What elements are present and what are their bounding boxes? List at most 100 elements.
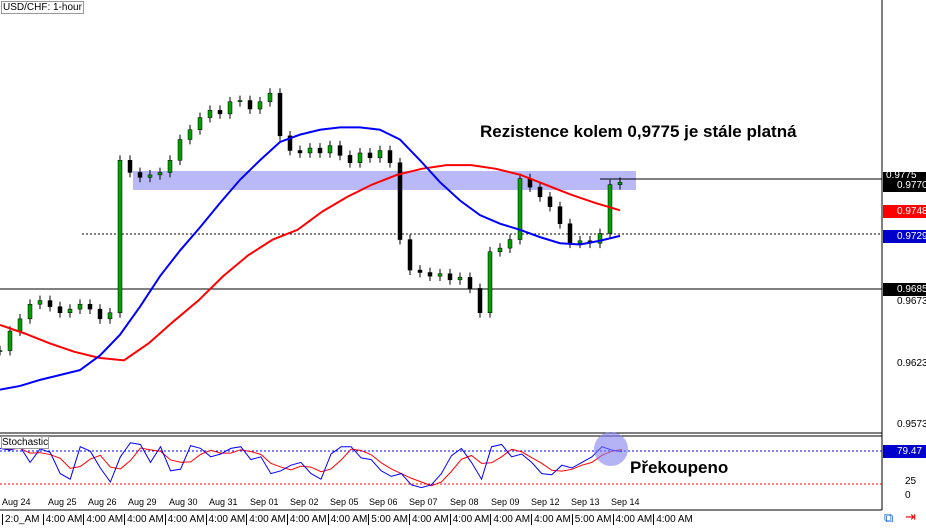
ytick: 0.9673	[897, 296, 926, 307]
candle-body	[337, 145, 343, 156]
candles	[0, 88, 623, 356]
price-tag-0.9770: 0.9770	[883, 179, 926, 192]
candle-body	[237, 100, 243, 102]
candle-body	[507, 239, 513, 249]
candle-body	[307, 147, 313, 154]
date-label: Aug 30	[169, 497, 198, 507]
time-label: 4:00 AM	[490, 514, 530, 525]
time-label: 4:00 AM	[327, 514, 367, 525]
date-label: Sep 02	[290, 497, 319, 507]
candle-body	[97, 308, 103, 320]
candle-body	[107, 312, 113, 320]
time-label: 4:00 AM	[164, 514, 205, 525]
candle-body	[417, 269, 423, 273]
candle-body	[37, 300, 43, 305]
date-label: Sep 14	[611, 497, 640, 507]
candle-body	[537, 186, 543, 198]
date-label: Sep 08	[450, 497, 479, 507]
candle-body	[347, 155, 353, 163]
candle-body	[327, 145, 333, 154]
time-label: 4:00 AM	[531, 514, 571, 525]
stoch-k-line	[0, 442, 623, 489]
time-label: 4:00 AM	[42, 514, 82, 525]
candle-body	[137, 172, 143, 178]
date-label: Aug 24	[2, 497, 31, 507]
candle-body	[397, 162, 403, 240]
candle-body	[427, 272, 433, 277]
candle-body	[437, 273, 443, 277]
overbought-highlight	[594, 432, 628, 466]
candle-body	[617, 181, 623, 185]
time-label: 5:00 AM	[368, 514, 408, 525]
date-label: Sep 05	[330, 497, 359, 507]
time-label: 4:00 AM	[83, 514, 123, 525]
time-label: 4:00 AM	[205, 514, 245, 525]
stoch-level-25: 25	[905, 476, 917, 487]
time-label: 4:00 AM	[653, 514, 693, 525]
annotation-overbought: Překoupeno	[630, 458, 729, 477]
ma-fast-line	[0, 126, 621, 391]
scroll-to-end-icon[interactable]: ⇥	[905, 509, 916, 524]
ma-slow-line	[0, 164, 621, 362]
candle-body	[547, 196, 553, 207]
sync-icon[interactable]: ⧉	[884, 510, 894, 525]
date-label: Aug 26	[88, 497, 117, 507]
candle-body	[257, 101, 263, 110]
time-label: 4:00 AM	[286, 514, 327, 525]
candle-body	[0, 350, 3, 352]
candle-body	[147, 174, 153, 178]
price-tag-0.9685: 0.9685	[883, 283, 926, 296]
date-label: Sep 13	[571, 497, 600, 507]
candle-body	[157, 172, 163, 176]
candle-body	[387, 150, 393, 163]
price-tag-0.9748: 0.9748	[883, 205, 926, 218]
candle-body	[357, 152, 363, 163]
time-label: 4:00 AM	[612, 514, 652, 525]
time-label: 4:00 AM	[409, 514, 449, 525]
candle-body	[17, 318, 23, 332]
time-label: 2:0_AM	[2, 514, 39, 525]
time-label: 4:00 AM	[449, 514, 489, 525]
candle-body	[367, 152, 373, 159]
candle-body	[227, 101, 233, 115]
candle-body	[607, 184, 613, 234]
candle-body	[477, 288, 483, 314]
time-label: 4:00 AM	[124, 514, 164, 525]
date-label: Sep 07	[409, 497, 438, 507]
candle-body	[377, 150, 383, 159]
candle-body	[577, 240, 583, 244]
stoch-label: Stochastic	[1, 436, 50, 449]
candle-body	[217, 109, 223, 115]
candle-body	[297, 150, 303, 154]
candle-body	[267, 92, 273, 102]
candle-body	[197, 117, 203, 131]
annotation-resistance: Rezistence kolem 0,9775 je stále platná	[480, 122, 797, 141]
candle-body	[597, 233, 603, 244]
stoch-d-line	[0, 447, 623, 487]
time-label: 5:00 AM	[571, 514, 612, 525]
ytick: 0.9623	[897, 358, 926, 369]
candle-body	[317, 147, 323, 154]
candle-body	[187, 129, 193, 140]
candle-body	[167, 160, 173, 173]
candle-body	[117, 160, 123, 314]
stoch-value-tag: 79.47	[883, 445, 926, 458]
date-label: Sep 06	[369, 497, 398, 507]
candle-body	[457, 277, 463, 281]
candle-body	[287, 135, 293, 151]
candle-body	[47, 300, 53, 307]
time-label: 4:00 AM	[246, 514, 286, 525]
candle-body	[207, 109, 213, 118]
candle-body	[27, 303, 33, 320]
candle-body	[497, 247, 503, 253]
candle-body	[277, 92, 283, 137]
candle-body	[57, 306, 63, 314]
candle-body	[557, 206, 563, 224]
price-tag-0.9775: 0.9775	[883, 172, 926, 180]
candle-body	[447, 273, 453, 281]
candle-body	[407, 239, 413, 271]
candle-body	[67, 308, 73, 314]
candle-body	[77, 303, 83, 310]
